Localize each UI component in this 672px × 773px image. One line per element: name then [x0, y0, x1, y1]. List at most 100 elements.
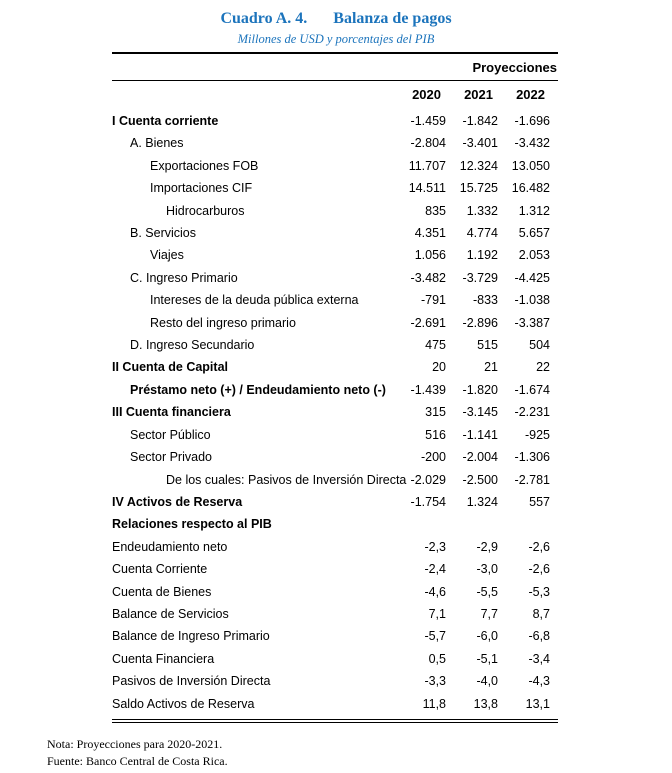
row-label: Resto del ingreso primario: [150, 315, 296, 330]
row-value-2021: -2.004: [462, 450, 498, 465]
table-row: Sector Privado -200 -2.004 -1.306: [112, 446, 550, 468]
row-value-2022: -1.306: [514, 450, 550, 465]
row-label: IV Activos de Reserva: [112, 494, 243, 509]
projections-header: Proyecciones: [112, 54, 558, 81]
table-row: Cuenta Financiera 0,5 -5,1 -3,4: [112, 648, 550, 670]
row-label: Hidrocarburos: [166, 203, 245, 218]
year-header-row: 2020 2021 2022: [112, 81, 558, 106]
row-label: D. Ingreso Secundario: [130, 338, 255, 353]
row-value-2022: -3,4: [528, 651, 550, 666]
row-value-2020: 475: [425, 338, 446, 353]
table-row: IV Activos de Reserva -1.754 1.324 557: [112, 491, 550, 513]
row-label: Préstamo neto (+) / Endeudamiento neto (…: [130, 382, 386, 397]
row-label: Balance de Ingreso Primario: [112, 629, 270, 644]
row-value-2021: -1.842: [462, 114, 498, 128]
table-row: Intereses de la deuda pública externa -79…: [112, 289, 550, 311]
table-row: D. Ingreso Secundario 475 515 504: [112, 334, 550, 356]
row-value-2021: -6,0: [476, 629, 498, 644]
table-body: I Cuenta corriente -1.459 -1.842 -1.696 A. …: [112, 106, 558, 715]
table-title: Cuadro A. 4. Balanza de pagos: [0, 9, 672, 29]
row-label: II Cuenta de Capital: [112, 360, 228, 375]
row-value-2020: -2.029: [410, 472, 446, 487]
row-value-2020: -2.804: [410, 136, 446, 151]
table-row: Resto del ingreso primario -2.691 -2.896 -3…: [112, 312, 550, 334]
table-bottom-rule: [112, 718, 558, 723]
table-row: Préstamo neto (+) / Endeudamiento neto (…: [112, 379, 550, 401]
row-value-2020: -4,6: [424, 584, 446, 599]
row-value-2021: -5,1: [476, 651, 498, 666]
row-value-2021: -833: [472, 293, 498, 308]
row-value-2022: 8,7: [532, 606, 550, 621]
row-value-2020: 14.511: [408, 181, 446, 196]
row-value-2022: -2.781: [514, 472, 550, 487]
row-value-2022: -4.425: [514, 270, 550, 285]
row-label: I Cuenta corriente: [112, 114, 219, 128]
table-row: II Cuenta de Capital 20 21 22: [112, 356, 550, 378]
row-value-2022: 2.053: [518, 248, 550, 263]
row-value-2021: 7,7: [480, 606, 498, 621]
row-value-2021: -5,5: [476, 584, 498, 599]
row-value-2022: -4,3: [528, 674, 550, 689]
row-value-2022: 13.050: [511, 158, 550, 173]
row-value-2022: -2.231: [514, 405, 550, 420]
note-text: Nota: Proyecciones para 2020-2021.: [47, 736, 223, 751]
row-value-2020: 7,1: [428, 606, 446, 621]
table-row: Exportaciones FOB 11.707 12.324 13.050: [112, 155, 550, 177]
row-value-2022: -6,8: [528, 629, 550, 644]
row-value-2021: -3,0: [476, 562, 498, 577]
row-label: A. Bienes: [130, 136, 184, 151]
row-label: Balance de Servicios: [112, 606, 229, 621]
row-value-2021: -3.729: [462, 270, 498, 285]
row-value-2021: 21: [484, 360, 498, 375]
row-label: Intereses de la deuda pública externa: [150, 293, 359, 308]
row-value-2020: 516: [425, 427, 446, 442]
row-value-2022: -3.432: [514, 136, 550, 151]
row-value-2021: -3.145: [462, 405, 498, 420]
row-value-2020: -791: [420, 293, 446, 308]
row-value-2020: -1.459: [410, 114, 446, 128]
row-value-2020: 11,8: [422, 696, 446, 711]
row-value-2021: -1.141: [462, 427, 498, 442]
table-row: A. Bienes -2.804 -3.401 -3.432: [112, 132, 550, 154]
row-value-2021: -2,9: [476, 539, 498, 554]
row-label: Sector Privado: [130, 450, 212, 465]
row-value-2021: 12.324: [459, 158, 498, 173]
row-value-2021: -2.500: [462, 472, 498, 487]
row-label: Relaciones respecto al PIB: [112, 517, 272, 532]
row-value-2022: -1.674: [514, 382, 550, 397]
row-value-2020: 0,5: [428, 651, 446, 666]
row-value-2021: 515: [477, 338, 498, 353]
row-value-2022: 504: [529, 338, 550, 353]
row-value-2020: -200: [420, 450, 446, 465]
row-value-2022: 22: [536, 360, 550, 375]
table-subtitle: Millones de USD y porcentajes del PIB: [237, 32, 435, 46]
row-value-2022: 1.312: [518, 203, 550, 218]
row-label: Saldo Activos de Reserva: [112, 696, 255, 711]
row-value-2020: -2.691: [410, 315, 446, 330]
table-row: Sector Público 516 -1.141 -925: [112, 424, 550, 446]
table-row: Hidrocarburos 835 1.332 1.312: [112, 200, 550, 222]
row-label: Exportaciones FOB: [150, 158, 259, 173]
row-value-2020: 4.351: [414, 226, 446, 241]
row-label: Cuenta Corriente: [112, 562, 208, 577]
row-value-2022: 557: [529, 494, 550, 509]
table-row: Balance de Servicios 7,1 7,7 8,7: [112, 603, 550, 625]
row-value-2022: -925: [524, 427, 550, 442]
row-label: De los cuales: Pasivos de Inversión Dire…: [166, 472, 407, 487]
year-header-2021: 2021: [464, 87, 493, 102]
footnotes: Nota: Proyecciones para 2020-2021. Fuent…: [47, 736, 672, 770]
row-value-2020: -3.482: [410, 270, 446, 285]
year-header-spacer: [112, 87, 394, 103]
source-text: Fuente: Banco Central de Costa Rica.: [47, 753, 228, 768]
row-value-2021: 13,8: [473, 696, 498, 711]
row-value-2020: -3,3: [424, 674, 446, 689]
table-row: Cuenta de Bienes -4,6 -5,5 -5,3: [112, 581, 550, 603]
row-label: B. Servicios: [130, 226, 196, 241]
table-row: Importaciones CIF 14.511 15.725 16.482: [112, 177, 550, 199]
row-value-2022: -1.696: [514, 114, 550, 128]
row-value-2022: [498, 513, 550, 535]
table-row: III Cuenta financiera 315 -3.145 -2.231: [112, 401, 550, 423]
table-number: Cuadro A. 4.: [220, 10, 308, 27]
table-row: De los cuales: Pasivos de Inversión Dire…: [112, 469, 550, 491]
row-value-2020: 1.056: [414, 248, 446, 263]
